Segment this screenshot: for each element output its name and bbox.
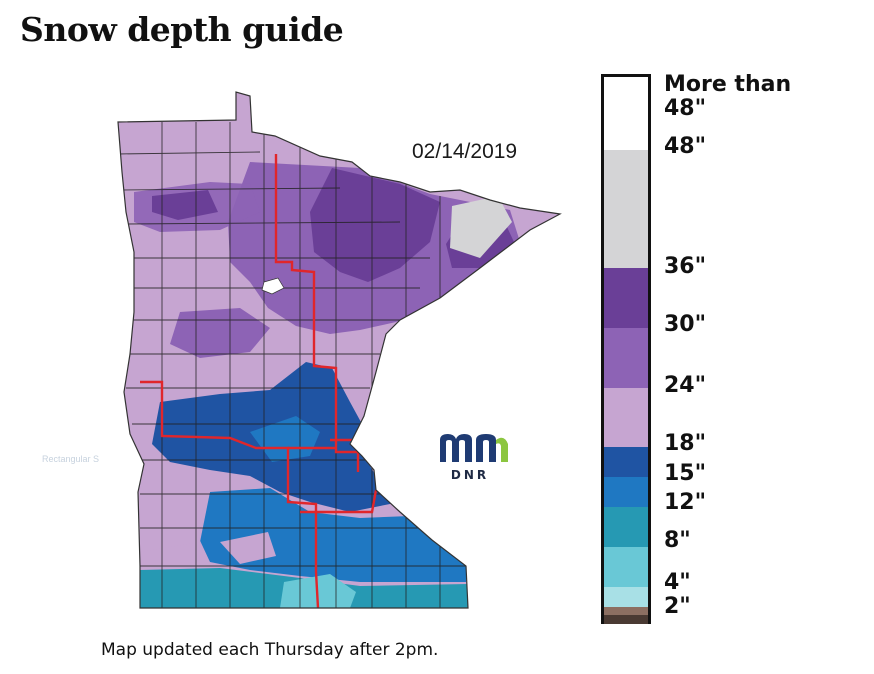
legend-band-12-15 bbox=[604, 477, 648, 507]
legend-label-18: 18" bbox=[664, 431, 707, 456]
zone-36-48-arrowhead bbox=[450, 196, 512, 258]
zone-30-36-central bbox=[310, 168, 440, 282]
zone-24-30-west bbox=[170, 308, 270, 358]
legend-band-36-48 bbox=[604, 150, 648, 268]
legend-band-over-48 bbox=[604, 77, 648, 150]
map-date: 02/14/2019 bbox=[412, 140, 518, 163]
legend-label-15: 15" bbox=[664, 461, 707, 486]
legend-band-4-8 bbox=[604, 547, 648, 587]
page-title: Snow depth guide bbox=[20, 10, 344, 49]
legend-band-8-12 bbox=[604, 507, 648, 547]
legend-label-4: 4" bbox=[664, 570, 691, 595]
legend-band-2-4 bbox=[604, 587, 648, 607]
legend-label-24: 24" bbox=[664, 373, 707, 398]
zone-12-15-metro bbox=[250, 416, 320, 462]
zone-30-36-nw bbox=[152, 190, 218, 220]
legend-band-24-30 bbox=[604, 328, 648, 388]
dnr-logo: DNR bbox=[438, 430, 512, 486]
legend-label-30: 30" bbox=[664, 312, 707, 337]
legend-label-2: 2" bbox=[664, 594, 691, 619]
dnr-logo-text: DNR bbox=[450, 468, 490, 482]
snow-depth-legend bbox=[601, 74, 651, 624]
legend-band-0 bbox=[604, 615, 648, 624]
legend-label-48-top: 48" bbox=[664, 96, 707, 121]
legend-label-48: 48" bbox=[664, 134, 707, 159]
red-lake bbox=[261, 277, 285, 295]
legend-band-18-24 bbox=[604, 388, 648, 447]
legend-label-36: 36" bbox=[664, 254, 707, 279]
zone-18-24-south-patch bbox=[220, 532, 276, 564]
state-outline bbox=[117, 91, 562, 609]
legend-label-more-than: More than bbox=[664, 72, 792, 97]
zone-18-24-sw bbox=[138, 464, 210, 552]
legend-band-trace-2 bbox=[604, 607, 648, 615]
legend-label-8: 8" bbox=[664, 528, 691, 553]
legend-band-30-36 bbox=[604, 268, 648, 328]
ghost-label: Rectangular S bbox=[42, 454, 100, 464]
minnesota-map-svg bbox=[117, 91, 562, 609]
legend-band-15-18 bbox=[604, 447, 648, 477]
map-update-caption: Map updated each Thursday after 2pm. bbox=[101, 640, 439, 660]
mn-logo-icon bbox=[440, 434, 508, 462]
snow-depth-map: 02/14/2019 DNR bbox=[100, 72, 580, 624]
legend-label-12: 12" bbox=[664, 490, 707, 515]
region-boundaries bbox=[140, 154, 378, 608]
